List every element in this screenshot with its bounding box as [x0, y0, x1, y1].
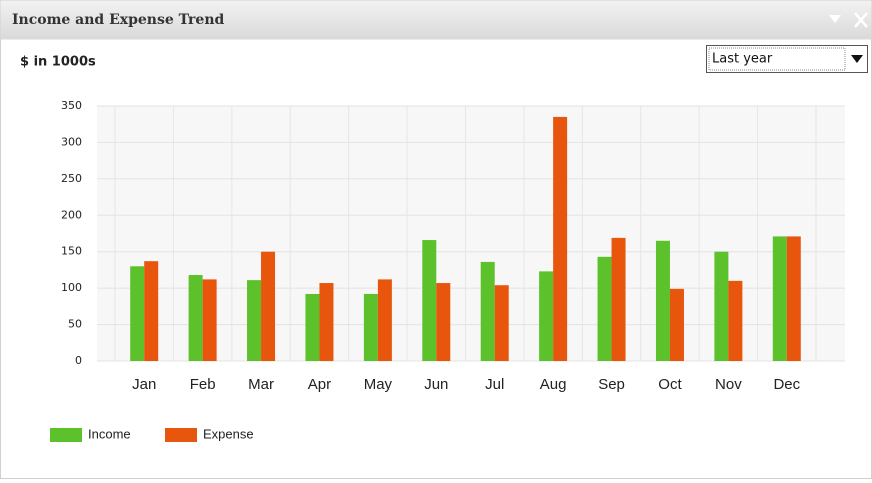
y-tick-label: 50	[68, 318, 82, 331]
bar	[597, 256, 612, 361]
y-tick-label: 350	[61, 99, 82, 112]
dropdown-arrow[interactable]	[851, 55, 863, 63]
x-tick-label: May	[364, 376, 393, 393]
dropdown-box[interactable]	[706, 45, 868, 73]
bar	[144, 261, 159, 361]
x-tick-label: Feb	[190, 376, 216, 393]
x-tick-label: Aug	[540, 376, 567, 393]
bar	[669, 288, 684, 361]
chart: 0 50 100 150 200 250 300 350 Jan Feb Mar Apr May Jun J…	[50, 99, 845, 442]
bar	[786, 236, 801, 361]
bar	[480, 261, 495, 361]
bar	[436, 283, 451, 361]
close-icon[interactable]	[854, 12, 868, 28]
bar	[714, 251, 729, 361]
bar	[319, 283, 334, 361]
bar	[553, 116, 568, 361]
bar	[494, 285, 509, 361]
dropdown-focus	[708, 47, 846, 71]
x-tick-label: Jun	[424, 376, 448, 393]
bar	[261, 251, 276, 361]
header-bar	[0, 0, 872, 40]
x-tick-label: Nov	[715, 376, 742, 393]
y-tick-label: 300	[61, 135, 82, 148]
bar	[363, 293, 378, 361]
bar	[377, 279, 392, 361]
bar	[422, 240, 437, 361]
bar	[202, 279, 217, 361]
widget-title: Income and Expense Trend	[12, 12, 225, 28]
bar	[130, 266, 145, 361]
y-tick-label: 100	[61, 281, 82, 294]
x-tick-label: Dec	[773, 376, 800, 393]
dropdown-value[interactable]: Last year	[712, 52, 773, 67]
y-unit-label: $ in 1000s	[20, 55, 96, 70]
legend-swatch	[50, 428, 82, 442]
legend-label: Expense	[203, 426, 254, 441]
collapse-icon[interactable]	[829, 15, 841, 23]
y-tick-label: 0	[75, 354, 82, 367]
bar	[772, 236, 787, 361]
bar	[188, 275, 203, 361]
legend-swatch	[165, 428, 197, 442]
x-tick-label: Jan	[132, 376, 156, 393]
y-tick-label: 150	[61, 245, 82, 258]
x-tick-label: Sep	[598, 376, 625, 393]
dropdown[interactable]: Last year	[706, 45, 868, 73]
bar	[305, 293, 320, 361]
y-tick-label: 250	[61, 172, 82, 185]
x-tick-label: Oct	[658, 376, 682, 393]
bar	[655, 240, 670, 361]
bar	[728, 280, 743, 361]
bar	[247, 280, 262, 361]
x-tick-label: Jul	[485, 376, 504, 393]
y-tick-label: 200	[61, 208, 82, 221]
legend-label: Income	[88, 426, 131, 441]
x-tick-label: Mar	[248, 376, 274, 393]
bar	[611, 237, 626, 361]
bar	[539, 271, 554, 361]
x-tick-label: Apr	[308, 376, 331, 393]
